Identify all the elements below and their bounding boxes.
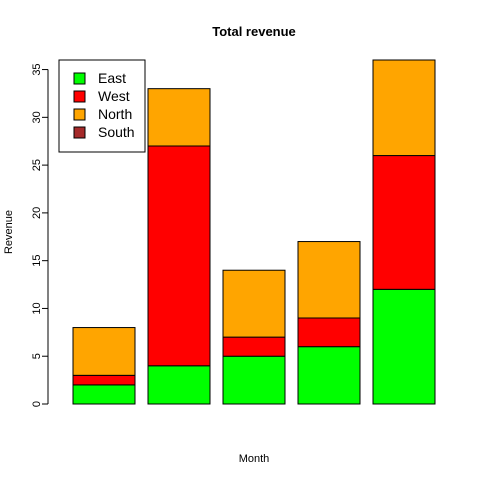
y-tick-label: 5 bbox=[31, 353, 43, 359]
legend-label-west: West bbox=[98, 88, 130, 104]
bar-segment-north-4 bbox=[297, 241, 361, 319]
bars-group bbox=[72, 59, 436, 405]
legend-swatch-north bbox=[73, 108, 86, 121]
legend: East West North South bbox=[58, 59, 146, 153]
legend-swatch-south bbox=[73, 126, 86, 139]
y-tick-label: 25 bbox=[31, 159, 43, 171]
bar-segment-west-2 bbox=[147, 145, 211, 367]
legend-box bbox=[58, 59, 146, 153]
legend-swatch-west bbox=[73, 90, 86, 103]
bar-segment-north-2 bbox=[147, 88, 211, 147]
bar-segment-north-5 bbox=[372, 59, 436, 157]
bar-segment-east-4 bbox=[297, 346, 361, 405]
bar-segment-east-3 bbox=[222, 355, 286, 405]
chart-title: Total revenue bbox=[212, 24, 296, 39]
y-tick-label: 20 bbox=[31, 207, 43, 219]
bar-segment-west-1 bbox=[72, 374, 136, 386]
y-tick-label: 30 bbox=[31, 111, 43, 123]
bar-segment-west-5 bbox=[372, 155, 436, 290]
y-axis: 0 5 10 15 20 25 30 35 bbox=[31, 63, 49, 407]
legend-label-south: South bbox=[98, 124, 135, 140]
bar-segment-east-1 bbox=[72, 384, 136, 405]
bar-segment-west-4 bbox=[297, 317, 361, 348]
legend-label-east: East bbox=[98, 70, 126, 86]
y-tick-label: 10 bbox=[31, 302, 43, 314]
legend-label-north: North bbox=[98, 106, 132, 122]
x-axis-label: Month bbox=[239, 453, 270, 465]
y-tick-label: 15 bbox=[31, 255, 43, 267]
y-tick-label: 0 bbox=[31, 401, 43, 407]
bar-segment-east-5 bbox=[372, 288, 436, 405]
bar-segment-east-2 bbox=[147, 365, 211, 405]
legend-swatch-east bbox=[73, 72, 86, 85]
bar-segment-west-3 bbox=[222, 336, 286, 357]
bar-segment-north-1 bbox=[72, 327, 136, 376]
bar-segment-north-3 bbox=[222, 269, 286, 338]
y-tick-label: 35 bbox=[31, 63, 43, 75]
y-axis-label: Revenue bbox=[3, 210, 15, 254]
